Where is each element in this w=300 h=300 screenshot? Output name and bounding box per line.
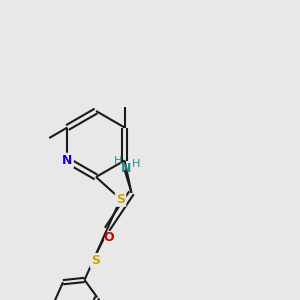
- Text: S: S: [116, 193, 125, 206]
- Text: H: H: [132, 159, 140, 170]
- Text: O: O: [103, 231, 114, 244]
- Text: N: N: [62, 154, 73, 167]
- Text: N: N: [121, 162, 131, 175]
- Text: H: H: [114, 156, 122, 167]
- Text: S: S: [91, 254, 100, 267]
